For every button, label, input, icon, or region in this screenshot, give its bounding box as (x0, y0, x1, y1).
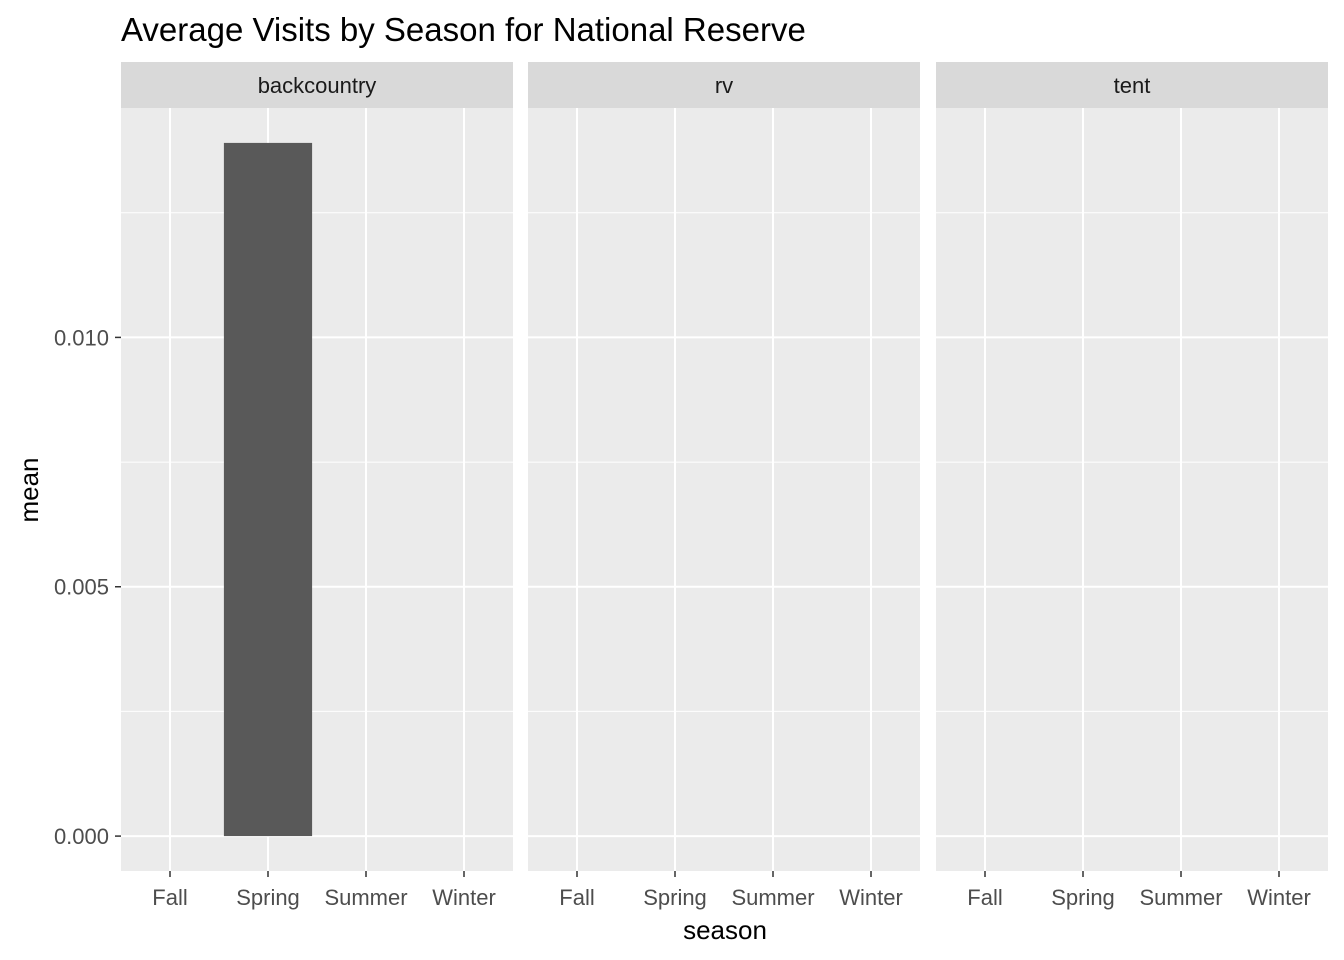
y-tick-label: 0.010 (54, 325, 109, 350)
panel-background (121, 108, 513, 871)
panel-background (936, 108, 1328, 871)
facet-strip-label: rv (715, 73, 733, 98)
x-tick-label: Fall (967, 885, 1002, 910)
y-axis-title: mean (14, 457, 44, 522)
facet-panels: backcountry Fall Spring Summer Winter rv Fall S… (121, 62, 1328, 910)
x-tick-label: Winter (432, 885, 496, 910)
y-axis: 0.000 0.005 0.010 (54, 325, 121, 849)
facet-strip-label: backcountry (258, 73, 377, 98)
x-tick-label: Fall (152, 885, 187, 910)
x-tick-label: Fall (559, 885, 594, 910)
x-tick-label: Summer (1139, 885, 1222, 910)
x-tick-label: Spring (236, 885, 300, 910)
chart-title: Average Visits by Season for National Re… (121, 11, 806, 48)
x-tick-label: Spring (1051, 885, 1115, 910)
facet-strip (528, 62, 920, 108)
panel-background (528, 108, 920, 871)
facet-strip-label: tent (1114, 73, 1151, 98)
facet-panel-tent: tent Fall Spring Summer Winter (936, 62, 1328, 910)
x-tick-label: Summer (324, 885, 407, 910)
x-tick-label: Summer (731, 885, 814, 910)
facet-strip (121, 62, 513, 108)
x-tick-label: Winter (839, 885, 903, 910)
x-tick-label: Spring (643, 885, 707, 910)
x-tick-label: Winter (1247, 885, 1311, 910)
x-axis-title: season (683, 915, 767, 945)
y-tick-label: 0.000 (54, 824, 109, 849)
facet-panel-backcountry: backcountry Fall Spring Summer Winter (121, 62, 513, 910)
facet-strip (936, 62, 1328, 108)
bar-backcountry-spring (223, 142, 313, 837)
y-tick-label: 0.005 (54, 575, 109, 600)
facet-panel-rv: rv Fall Spring Summer Winter (528, 62, 920, 910)
